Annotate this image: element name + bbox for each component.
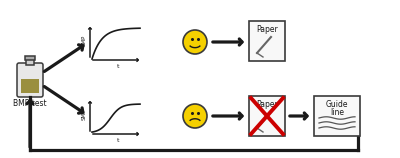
Bar	[249, 96, 285, 136]
Text: SMP: SMP	[82, 108, 87, 120]
Text: t: t	[117, 64, 119, 69]
Bar	[25, 56, 35, 60]
FancyBboxPatch shape	[17, 63, 43, 97]
Circle shape	[183, 104, 207, 128]
Text: t: t	[117, 138, 119, 143]
Bar	[26, 59, 34, 65]
Text: BMP test: BMP test	[13, 99, 47, 108]
Text: Paper: Paper	[256, 25, 278, 34]
Circle shape	[183, 30, 207, 54]
Bar	[314, 96, 360, 136]
Text: Paper: Paper	[256, 100, 278, 109]
Text: line: line	[330, 108, 344, 117]
Text: SMP: SMP	[82, 34, 87, 46]
Bar	[21, 79, 39, 93]
Bar	[249, 21, 285, 61]
Text: Guide: Guide	[326, 100, 348, 109]
